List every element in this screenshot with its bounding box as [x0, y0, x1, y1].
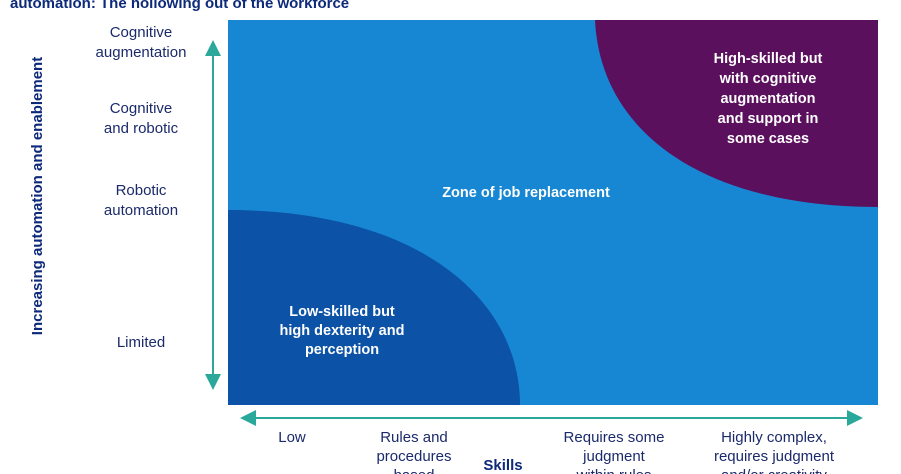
zone-label: Low-skilled but	[289, 304, 395, 320]
y-axis-label: Increasing automation and enablement	[29, 57, 46, 335]
y-level-label: and robotic	[104, 120, 179, 137]
x-level-label: Rules and	[380, 429, 448, 446]
x-level-label: requires judgment	[714, 448, 835, 465]
zone-label: perception	[305, 342, 379, 358]
x-level-label: within rules	[575, 467, 651, 474]
y-level-label: Cognitive	[110, 100, 173, 117]
zone-label: high dexterity and	[280, 323, 405, 339]
y-level-label: Limited	[117, 334, 165, 351]
x-level-label: Requires some	[564, 429, 665, 446]
y-level-label: Robotic	[116, 182, 167, 199]
y-level-label: automation	[104, 202, 178, 219]
low-zone	[228, 210, 520, 405]
x-level-label: judgment	[582, 448, 646, 465]
title: automation: The hollowing out of the wor…	[10, 0, 349, 12]
y-level-label: Cognitive	[110, 24, 173, 41]
zone-label: High-skilled but	[714, 51, 823, 67]
zone-label: and support in	[718, 111, 819, 127]
high-zone	[595, 20, 878, 207]
x-level-label: procedures	[376, 448, 451, 465]
zone-label: Zone of job replacement	[442, 185, 610, 201]
x-level-label: Low	[278, 429, 306, 446]
x-level-label: based	[394, 467, 435, 474]
zone-label: augmentation	[720, 91, 815, 107]
zone-label: some cases	[727, 131, 809, 147]
zone-label: with cognitive	[719, 71, 817, 87]
x-level-label: Highly complex,	[721, 429, 827, 446]
y-level-label: augmentation	[96, 44, 187, 61]
x-level-label: and/or creativity	[721, 467, 827, 474]
x-axis-label: Skills	[483, 457, 522, 474]
